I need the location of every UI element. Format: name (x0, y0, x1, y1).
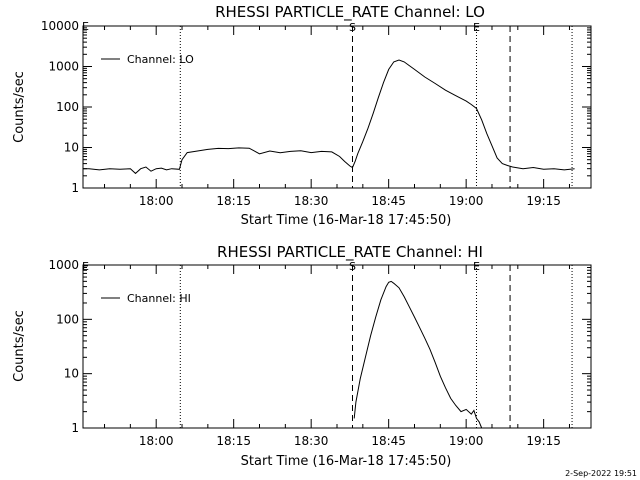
top-x-tick-label: 19:00 (449, 194, 484, 208)
bottom-x-tick-label: 19:00 (449, 434, 484, 448)
top-y-tick-label: 10000 (41, 19, 79, 33)
top-legend: Channel: LO (101, 53, 194, 66)
top-x-tick-label: 18:45 (371, 194, 406, 208)
bottom-plot-frame (82, 264, 592, 429)
bottom-vline-label: S (349, 260, 356, 273)
top-corner-marker: E (82, 20, 89, 33)
bottom-y-tick-label: 100 (56, 312, 79, 326)
top-series-line-lo (83, 59, 575, 175)
bottom-panel: RHESSI PARTICLE_RATE Channel: HI 1101001… (12, 243, 592, 469)
bottom-legend-label: Channel: HI (127, 292, 191, 305)
bottom-series-line-hi (353, 280, 483, 429)
bottom-y-tick-label: 10 (64, 367, 79, 381)
top-x-tick-label: 18:30 (294, 194, 329, 208)
top-chart-title: RHESSI PARTICLE_RATE Channel: LO (215, 3, 485, 22)
bottom-chart-title: RHESSI PARTICLE_RATE Channel: HI (217, 243, 483, 262)
top-legend-label: Channel: LO (127, 53, 194, 66)
bottom-corner-marker: E (82, 260, 89, 273)
bottom-legend: Channel: HI (101, 292, 191, 305)
top-x-tick-label: 18:15 (216, 194, 251, 208)
top-y-axis-label: Counts/sec (12, 71, 27, 143)
bottom-axis-ticks: 1 10 100 1000 18:00 18:15 18:30 18:45 19:00 19:15 (48, 258, 591, 448)
date-stamp: 2-Sep-2022 19:51 (565, 469, 637, 478)
bottom-y-tick-label: 1 (71, 421, 79, 435)
top-x-tick-label: 18:00 (139, 194, 174, 208)
bottom-y-tick-label: 1000 (48, 258, 79, 272)
bottom-x-axis-label: Start Time (16-Mar-18 17:45:50) (241, 454, 452, 469)
bottom-x-tick-label: 18:30 (294, 434, 329, 448)
top-plot-frame (82, 25, 592, 189)
top-y-tick-label: 1 (71, 181, 79, 195)
top-vline-label: E (473, 21, 480, 34)
top-x-axis-label: Start Time (16-Mar-18 17:45:50) (241, 213, 452, 228)
bottom-y-axis-label: Counts/sec (12, 310, 27, 382)
top-y-tick-label: 1000 (48, 60, 79, 74)
top-y-tick-label: 100 (56, 100, 79, 114)
top-x-tick-label: 19:15 (526, 194, 561, 208)
top-vline-label: S (349, 21, 356, 34)
bottom-x-tick-label: 18:00 (139, 434, 174, 448)
top-panel: RHESSI PARTICLE_RATE Channel: LO 1101001… (12, 3, 592, 228)
bottom-vline-label: E (473, 260, 480, 273)
bottom-x-tick-label: 19:15 (526, 434, 561, 448)
bottom-x-tick-label: 18:15 (216, 434, 251, 448)
bottom-x-tick-label: 18:45 (371, 434, 406, 448)
top-y-tick-label: 10 (64, 141, 79, 155)
top-axis-ticks: 1 10 100 1000 10000 18:00 18:15 18:30 18:45 19:00… (41, 19, 591, 208)
